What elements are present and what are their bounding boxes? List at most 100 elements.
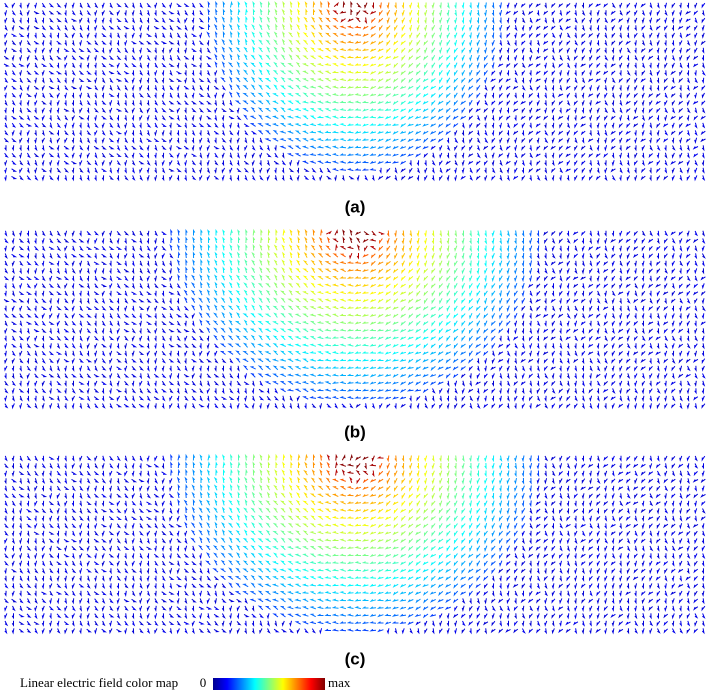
field-arrow [282,228,286,236]
field-arrow [131,2,136,9]
field-arrow [573,100,578,106]
field-arrow [551,313,556,320]
field-arrow [384,138,391,143]
field-arrow [399,351,407,355]
field-arrow [454,70,458,77]
field-arrow [701,395,705,402]
field-arrow [376,108,384,111]
field-arrow [34,230,38,237]
field-arrow [544,320,547,327]
field-arrow [242,85,249,90]
field-arrow [131,63,137,68]
field-arrow [161,463,165,470]
field-arrow [521,70,526,77]
field-arrow [446,69,451,77]
field-arrow [361,358,369,362]
field-arrow [176,100,182,105]
field-arrow [64,350,68,357]
field-arrow [339,138,347,142]
field-arrow [671,350,675,357]
field-arrow [339,463,347,467]
field-arrow [439,470,443,478]
field-arrow [49,47,53,54]
field-arrow [139,283,144,290]
field-arrow [424,260,428,268]
field-arrow [491,455,495,463]
field-arrow [64,175,68,182]
field-arrow [437,138,444,143]
field-arrow [430,306,436,311]
field-arrow [139,268,143,275]
field-arrow [610,238,616,243]
field-arrow [214,388,217,395]
field-arrow [399,336,407,341]
field-arrow [260,251,263,259]
field-arrow [446,455,449,463]
field-arrow [183,296,188,303]
field-arrow [27,160,31,167]
field-arrow [56,137,60,144]
field-arrow [206,274,210,281]
field-arrow [499,380,502,387]
field-arrow [446,55,451,62]
field-arrow [572,231,579,236]
field-arrow [154,403,157,410]
field-arrow [446,77,451,84]
field-arrow [416,24,420,32]
field-arrow [214,46,218,53]
field-arrow [169,298,172,305]
field-arrow [259,1,263,8]
field-arrow [361,138,369,141]
field-arrow [619,10,624,16]
field-arrow [559,275,563,282]
field-arrow [529,343,533,350]
field-arrow [176,62,180,69]
field-arrow [258,289,263,296]
field-arrow [566,305,570,312]
field-arrow [604,32,608,39]
field-arrow [257,373,264,378]
field-arrow [139,100,143,107]
field-arrow [297,16,301,23]
field-arrow [536,358,540,365]
field-arrow [26,145,30,152]
field-arrow [391,388,399,392]
field-arrow [701,32,705,39]
field-arrow [581,152,586,159]
field-arrow [215,243,218,251]
field-arrow [124,305,128,312]
field-arrow [364,17,368,25]
field-arrow [138,306,145,311]
field-arrow [339,486,346,490]
field-arrow [422,146,429,150]
field-arrow [407,381,414,386]
field-arrow [454,403,458,410]
field-arrow [566,276,571,282]
field-arrow [379,463,383,470]
field-arrow [116,395,121,402]
field-arrow [18,471,25,476]
field-arrow [243,304,248,311]
field-arrow [271,358,279,362]
field-arrow [56,10,62,15]
field-arrow [469,462,472,470]
field-arrow [702,373,706,379]
field-arrow [529,230,532,238]
field-arrow [146,291,152,295]
field-arrow [221,259,225,266]
field-arrow [146,92,152,99]
field-arrow [183,329,190,333]
field-arrow [588,388,593,394]
field-arrow [191,274,196,281]
field-arrow [595,101,601,105]
field-arrow [687,107,691,114]
field-arrow [559,107,562,114]
field-arrow [131,395,136,402]
field-arrow [566,283,570,290]
field-arrow [633,321,638,327]
field-arrow [19,17,22,24]
field-arrow [116,40,120,47]
field-arrow [431,237,435,245]
field-arrow [64,365,67,372]
field-arrow [34,395,37,402]
